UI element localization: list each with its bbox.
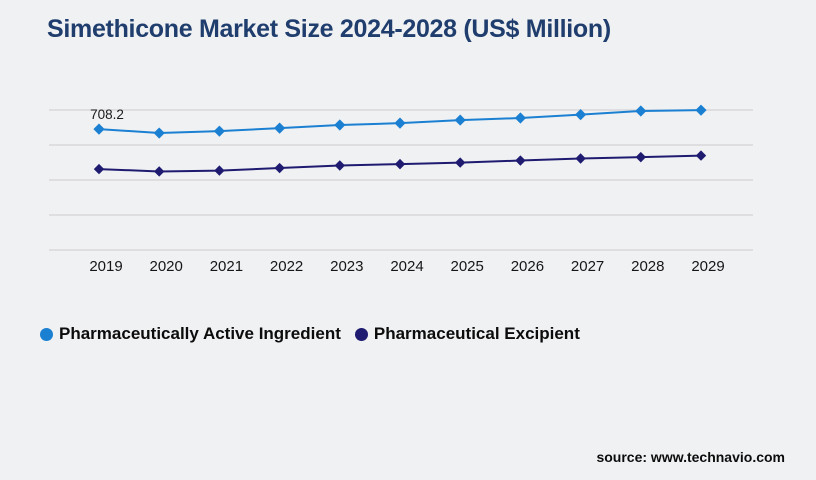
diamond-marker (635, 105, 647, 117)
x-tick-label: 2028 (631, 258, 664, 275)
x-tick-label: 2022 (270, 258, 303, 275)
diamond-marker (695, 104, 707, 116)
diamond-marker (93, 123, 105, 135)
legend-label: Pharmaceutical Excipient (373, 324, 580, 343)
diamond-marker (334, 160, 345, 171)
diamond-marker (394, 158, 406, 170)
diamond-marker (575, 153, 586, 164)
diamond-marker (334, 119, 346, 131)
diamond-marker (455, 157, 466, 168)
x-tick-label: 2024 (390, 258, 423, 275)
diamond-marker (515, 155, 526, 166)
legend-dot-icon (40, 327, 53, 341)
diamond-marker (213, 125, 225, 137)
diamond-marker (154, 166, 165, 177)
diamond-marker (575, 109, 587, 121)
x-tick-label: 2026 (511, 258, 544, 275)
diamond-marker (394, 117, 406, 129)
diamond-marker (153, 127, 165, 139)
x-tick-label: 2025 (451, 258, 484, 275)
diamond-marker (214, 165, 225, 176)
legend-dot-icon (354, 327, 368, 341)
x-tick-label: 2027 (571, 258, 604, 275)
diamond-marker (274, 162, 285, 174)
diamond-marker (635, 151, 646, 163)
x-tick-label: 2029 (691, 258, 724, 275)
legend-item-1: Pharmaceutical Excipient (354, 324, 580, 344)
data-label: 708.2 (90, 107, 124, 122)
diamond-marker (514, 112, 526, 124)
x-tick-label: 2020 (150, 258, 183, 275)
diamond-marker (93, 163, 105, 175)
legend-item-0: Pharmaceutically Active Ingredient (40, 324, 341, 344)
x-tick-label: 2019 (89, 258, 122, 275)
x-tick-label: 2023 (330, 258, 363, 275)
diamond-marker (274, 122, 286, 134)
chart-legend: Pharmaceutically Active Ingredient Pharma… (40, 324, 580, 344)
diamond-marker (454, 114, 466, 126)
x-tick-label: 2021 (210, 258, 243, 275)
chart-title: Simethicone Market Size 2024-2028 (US$ M… (47, 15, 611, 43)
legend-label: Pharmaceutically Active Ingredient (59, 324, 341, 343)
diamond-marker (695, 150, 707, 161)
source-attribution: source: www.technavio.com (596, 449, 785, 465)
